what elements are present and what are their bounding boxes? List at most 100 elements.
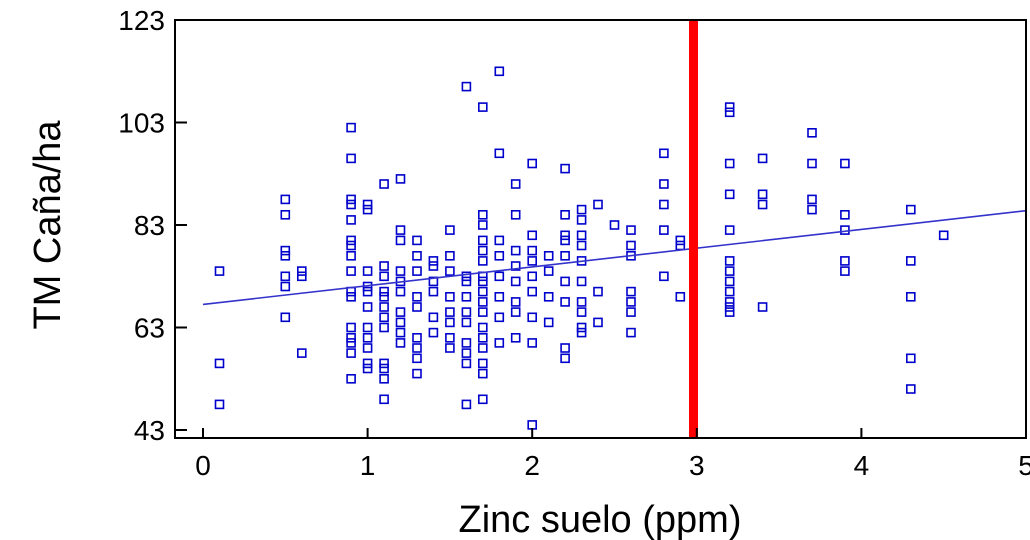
data-point	[576, 276, 587, 287]
data-point	[461, 307, 472, 317]
data-point	[395, 317, 406, 328]
x-axis-ticks: 0 1 2 3 4 5	[195, 428, 1030, 481]
data-point	[510, 179, 521, 189]
data-point	[362, 358, 373, 369]
data-point	[412, 332, 422, 343]
x-tick-label: 5	[1018, 450, 1030, 481]
data-point	[445, 266, 455, 276]
data-point	[477, 102, 488, 112]
data-point	[362, 322, 373, 333]
data-point	[560, 210, 570, 220]
data-point	[757, 189, 768, 200]
data-point	[214, 266, 225, 276]
data-point	[477, 210, 488, 220]
data-point	[461, 81, 472, 92]
data-point	[280, 281, 291, 292]
data-point	[724, 158, 735, 169]
data-point	[807, 128, 817, 138]
data-point	[395, 266, 406, 276]
data-point	[905, 291, 916, 302]
data-point	[477, 358, 488, 369]
data-point	[346, 332, 356, 343]
data-point	[593, 317, 603, 328]
data-point	[527, 271, 538, 282]
x-axis-title: Zinc suelo (ppm)	[459, 499, 742, 540]
data-point	[214, 358, 225, 369]
data-point	[346, 122, 356, 133]
data-point	[379, 394, 389, 405]
data-point	[510, 297, 521, 307]
data-point	[609, 220, 620, 230]
y-tick-label: 43	[134, 415, 165, 446]
data-point	[395, 338, 406, 348]
data-point	[214, 399, 225, 410]
data-point	[724, 256, 735, 266]
data-point	[494, 235, 505, 246]
data-point	[675, 235, 686, 246]
data-point	[905, 353, 916, 364]
data-point	[510, 332, 521, 343]
data-point	[362, 204, 373, 215]
data-point	[346, 199, 356, 210]
data-point	[527, 230, 538, 241]
data-point	[543, 266, 554, 276]
data-point	[477, 235, 488, 246]
data-point	[560, 230, 570, 241]
data-point	[724, 107, 735, 118]
data-point	[412, 368, 422, 379]
x-tick-label: 4	[854, 450, 870, 481]
data-point	[445, 291, 455, 302]
data-point	[560, 353, 570, 364]
data-point	[362, 332, 373, 343]
data-point	[412, 266, 422, 276]
data-point	[428, 261, 439, 271]
data-point	[527, 286, 538, 297]
data-point	[560, 163, 570, 174]
data-point	[626, 327, 636, 338]
data-point	[724, 102, 735, 112]
data-point	[543, 291, 554, 302]
data-point	[445, 307, 455, 317]
data-point	[362, 302, 373, 312]
data-point	[280, 194, 291, 205]
data-point	[461, 291, 472, 302]
plot-frame	[174, 19, 1027, 439]
data-point	[477, 343, 488, 353]
data-point	[576, 240, 587, 251]
data-point	[494, 271, 505, 282]
data-point	[560, 235, 570, 246]
data-point	[445, 225, 455, 235]
data-point	[560, 276, 570, 287]
data-point	[412, 291, 422, 302]
data-point	[362, 343, 373, 353]
data-point	[362, 266, 373, 276]
data-point	[576, 322, 587, 333]
data-point	[461, 271, 472, 282]
data-point	[659, 179, 669, 189]
data-point	[659, 199, 669, 210]
data-point	[412, 251, 422, 261]
x-tick-label: 2	[524, 450, 540, 481]
data-point	[840, 266, 850, 276]
data-point	[379, 358, 389, 369]
data-point	[840, 210, 850, 220]
data-point	[461, 276, 472, 287]
data-point	[379, 322, 389, 333]
data-point	[412, 343, 422, 353]
data-point	[362, 286, 373, 297]
data-point	[659, 225, 669, 235]
data-point	[379, 286, 389, 297]
data-point	[905, 384, 916, 394]
data-point	[445, 251, 455, 261]
fit-line	[202, 209, 1027, 306]
data-point	[905, 256, 916, 266]
data-point	[576, 327, 587, 338]
data-point	[543, 251, 554, 261]
data-point	[379, 291, 389, 302]
data-point	[626, 225, 636, 235]
data-point	[346, 235, 356, 246]
data-point	[724, 225, 735, 235]
data-point	[379, 302, 389, 312]
data-point	[280, 245, 291, 256]
data-point	[576, 204, 587, 215]
